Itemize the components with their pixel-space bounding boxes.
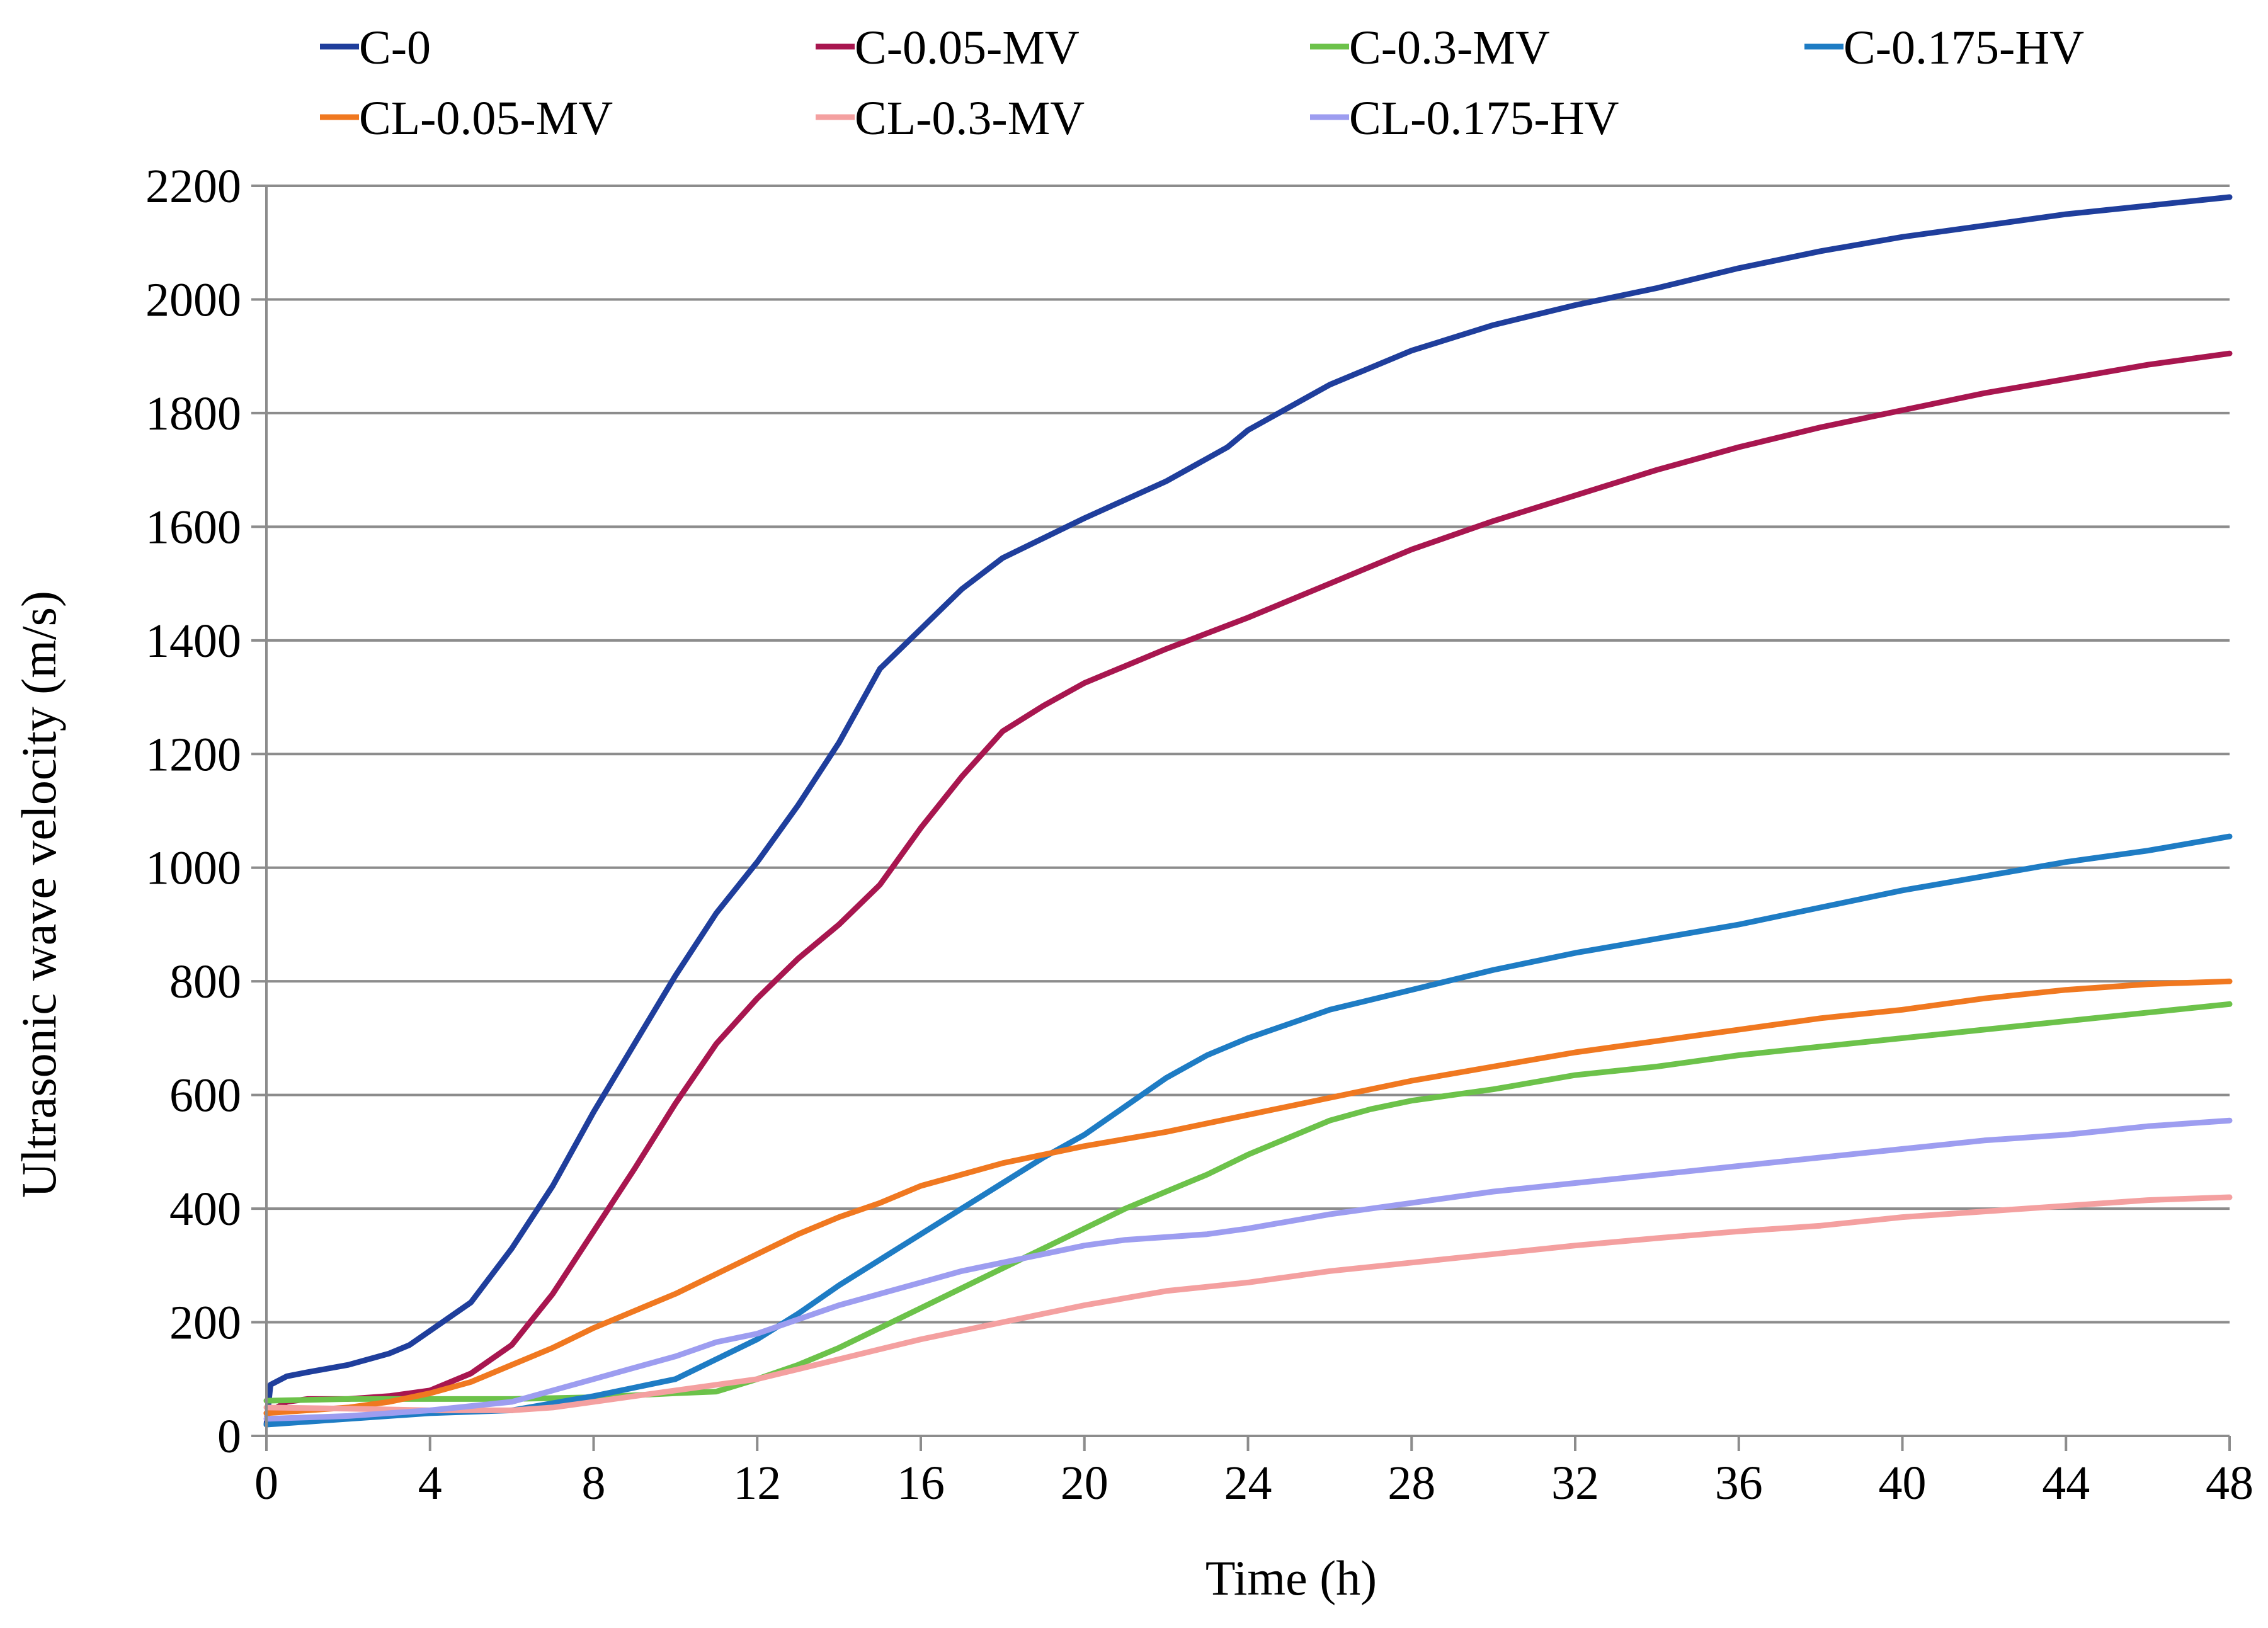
series-line-c-0-05-mv: [263, 350, 2233, 1416]
series-group: [263, 194, 2233, 1428]
x-tick-label: 32: [1551, 1457, 1599, 1510]
x-tick-label: 40: [1879, 1457, 1927, 1510]
legend-label: CL-0.175-HV: [1349, 92, 1619, 145]
legend: C-0 C-0.05-MV C-0.3-MV C-0.175-HV CL-0.05-MV…: [320, 21, 2084, 145]
legend-label: C-0: [359, 21, 431, 74]
x-tick-label: 36: [1715, 1457, 1763, 1510]
x-tick-label: 44: [2042, 1457, 2090, 1510]
y-tick-label: 400: [169, 1183, 241, 1236]
y-tick-label: 0: [217, 1410, 241, 1463]
series-line-c-0: [263, 194, 2233, 1428]
x-tick-label: 48: [2206, 1457, 2254, 1510]
x-tick-label: 4: [418, 1457, 442, 1510]
series-line-cl-0-05-mv: [263, 978, 2233, 1416]
y-tick-label: 600: [169, 1069, 241, 1122]
x-tick-label: 24: [1224, 1457, 1272, 1510]
grid: [266, 185, 2230, 1324]
x-tick-label: 8: [582, 1457, 606, 1510]
series-line-c-0-3-mv: [263, 1001, 2233, 1404]
y-tick-label: 1400: [145, 615, 241, 668]
axes: 0200400600800100012001400160018002000220…: [145, 160, 2254, 1510]
y-tick-label: 2200: [145, 160, 241, 213]
x-axis-title: Time (h): [1205, 1551, 1377, 1605]
y-axis-title: Ultrasonic wave velocity (m/s): [11, 591, 66, 1198]
legend-label: C-0.05-MV: [855, 21, 1080, 74]
x-tick-label: 16: [897, 1457, 945, 1510]
y-tick-label: 1200: [145, 728, 241, 781]
y-tick-label: 1000: [145, 842, 241, 895]
series-line-cl-0-3-mv: [263, 1194, 2233, 1413]
y-tick-label: 1600: [145, 501, 241, 554]
x-tick-label: 20: [1061, 1457, 1108, 1510]
x-tick-label: 0: [254, 1457, 278, 1510]
y-tick-label: 200: [169, 1297, 241, 1350]
series-line-c-0-175-hv: [263, 833, 2233, 1428]
y-tick-label: 800: [169, 955, 241, 1008]
x-tick-label: 28: [1388, 1457, 1435, 1510]
series-line-cl-0-175-hv: [263, 1117, 2233, 1422]
legend-label: CL-0.05-MV: [359, 92, 613, 145]
legend-label: C-0.3-MV: [1349, 21, 1550, 74]
legend-label: C-0.175-HV: [1843, 21, 2084, 74]
y-tick-label: 1800: [145, 387, 241, 440]
x-tick-label: 12: [733, 1457, 781, 1510]
y-tick-label: 2000: [145, 273, 241, 326]
legend-label: CL-0.3-MV: [855, 92, 1085, 145]
